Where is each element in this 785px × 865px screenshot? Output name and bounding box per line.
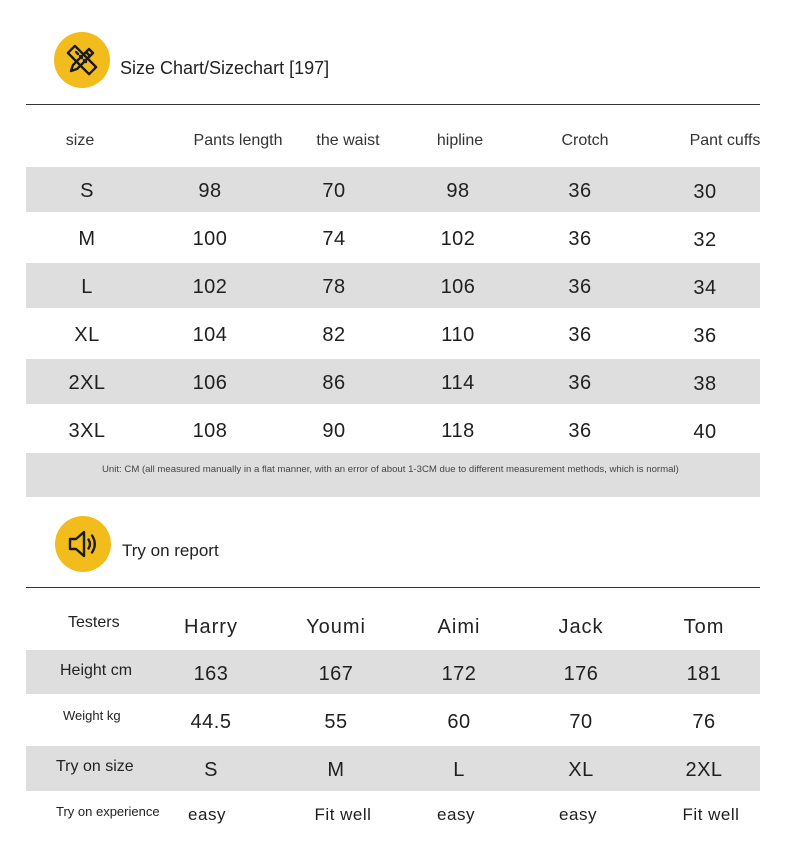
table-cell: 102 bbox=[192, 276, 228, 298]
testers-header: Testers bbox=[68, 614, 120, 631]
row-label-weight: Weight kg bbox=[63, 708, 121, 723]
tester-name: Youmi bbox=[306, 616, 366, 638]
table-cell: Fit well bbox=[314, 805, 372, 824]
row-band bbox=[26, 359, 760, 404]
table-cell: Fit well bbox=[682, 805, 740, 824]
table-cell: 108 bbox=[192, 420, 228, 442]
table-cell: XL bbox=[74, 324, 100, 346]
tester-name: Tom bbox=[683, 616, 725, 638]
table-cell: 70 bbox=[322, 180, 346, 202]
table-cell: 36 bbox=[568, 420, 592, 442]
table-cell: 106 bbox=[192, 372, 228, 394]
table-cell: 32 bbox=[693, 229, 717, 251]
table-cell: 36 bbox=[568, 228, 592, 250]
table-cell: M bbox=[78, 228, 96, 250]
table-cell: easy bbox=[559, 805, 597, 824]
table-cell: 3XL bbox=[68, 420, 106, 442]
tester-name: Jack bbox=[558, 616, 604, 638]
header-waist: the waist bbox=[316, 132, 380, 149]
table-cell: 30 bbox=[693, 181, 717, 203]
table-cell: 98 bbox=[198, 180, 222, 202]
table-cell: easy bbox=[188, 805, 226, 824]
table-cell: easy bbox=[437, 805, 475, 824]
table-cell: 70 bbox=[569, 711, 593, 733]
table-cell: 34 bbox=[693, 277, 717, 299]
table-cell: L bbox=[453, 759, 465, 781]
table-cell: 38 bbox=[693, 373, 717, 395]
try-on-divider bbox=[26, 587, 760, 588]
header-size: size bbox=[65, 132, 95, 149]
measurement-note: Unit: CM (all measured manually in a fla… bbox=[102, 464, 679, 475]
table-cell: 36 bbox=[568, 180, 592, 202]
table-cell: 44.5 bbox=[190, 711, 232, 733]
table-cell: 2XL bbox=[68, 372, 106, 394]
tester-name: Harry bbox=[184, 616, 238, 638]
row-band bbox=[26, 167, 760, 212]
row-label-height: Height cm bbox=[60, 662, 133, 679]
table-cell: 60 bbox=[447, 711, 471, 733]
note-band bbox=[26, 453, 760, 497]
table-cell: 76 bbox=[692, 711, 716, 733]
table-cell: 55 bbox=[324, 711, 348, 733]
table-cell: XL bbox=[568, 759, 594, 781]
size-chart-title: Size Chart/Sizechart [197] bbox=[120, 58, 330, 78]
table-cell: 110 bbox=[441, 324, 475, 346]
table-cell: 106 bbox=[440, 276, 476, 298]
table-cell: 2XL bbox=[685, 759, 723, 781]
table-cell: 176 bbox=[563, 663, 599, 685]
table-cell: L bbox=[81, 276, 93, 298]
try-on-title: Try on report bbox=[122, 541, 219, 560]
header-crotch: Crotch bbox=[561, 132, 609, 149]
table-cell: 86 bbox=[322, 372, 346, 394]
row-label-try-on-size: Try on size bbox=[56, 758, 134, 775]
row-label-try-on-experience: Try on experience bbox=[56, 804, 160, 819]
row-band bbox=[26, 263, 760, 308]
table-cell: 100 bbox=[192, 228, 228, 250]
table-cell: M bbox=[327, 759, 345, 781]
table-cell: 181 bbox=[686, 663, 722, 685]
table-cell: 167 bbox=[318, 663, 354, 685]
table-cell: 90 bbox=[322, 420, 346, 442]
speaker-icon bbox=[55, 516, 111, 572]
table-cell: 78 bbox=[322, 276, 346, 298]
tester-name: Aimi bbox=[437, 616, 481, 638]
size-chart-divider bbox=[26, 104, 760, 105]
header-hipline: hipline bbox=[436, 132, 484, 149]
row-band bbox=[26, 746, 760, 791]
table-cell: 163 bbox=[193, 663, 229, 685]
table-cell: 36 bbox=[568, 372, 592, 394]
table-cell: 104 bbox=[192, 324, 228, 346]
ruler-pencil-icon bbox=[54, 32, 110, 88]
table-cell: 118 bbox=[441, 420, 475, 442]
table-cell: S bbox=[80, 180, 94, 202]
table-cell: 172 bbox=[441, 663, 477, 685]
table-cell: S bbox=[204, 759, 218, 781]
table-cell: 98 bbox=[446, 180, 470, 202]
table-cell: 36 bbox=[693, 325, 717, 347]
row-band bbox=[26, 650, 760, 694]
table-cell: 82 bbox=[322, 324, 346, 346]
table-cell: 102 bbox=[440, 228, 476, 250]
table-cell: 114 bbox=[441, 372, 475, 394]
table-cell: 74 bbox=[322, 228, 346, 250]
header-pants-length: Pants length bbox=[193, 132, 283, 149]
header-pant-cuffs: Pant cuffs bbox=[689, 132, 761, 149]
table-cell: 40 bbox=[693, 421, 717, 443]
table-cell: 36 bbox=[568, 324, 592, 346]
table-cell: 36 bbox=[568, 276, 592, 298]
